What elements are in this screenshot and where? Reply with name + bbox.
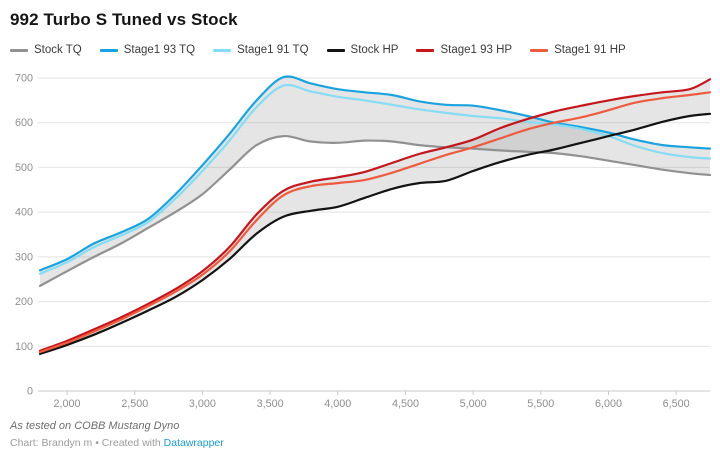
datawrapper-link[interactable]: Datawrapper <box>163 437 224 449</box>
series-line-stage1-93-tq <box>38 75 712 272</box>
x-tick-label: 5,500 <box>527 398 554 410</box>
shaded-band-stock-hp-to-stage1-93-hp <box>40 79 710 354</box>
y-tick-label: 400 <box>15 207 33 219</box>
legend-label: Stock TQ <box>34 44 82 56</box>
series-line-stock-hp <box>38 112 712 355</box>
legend-swatch-icon <box>530 48 549 52</box>
series-line-stage1-93-hp <box>38 78 712 352</box>
legend-item-stock-tq: Stock TQ <box>10 44 82 56</box>
x-tick-label: 2,000 <box>54 398 81 410</box>
legend-label: Stage1 93 HP <box>440 44 513 56</box>
x-tick-label: 6,500 <box>663 398 690 410</box>
x-tick-label: 3,500 <box>257 398 284 410</box>
series-line-stock-tq <box>38 134 712 287</box>
x-tick-label: 6,000 <box>595 398 622 410</box>
legend-item-stage1-91-tq: Stage1 91 TQ <box>213 44 309 56</box>
x-tick-label: 3,000 <box>189 398 216 410</box>
legend-swatch-icon <box>99 48 118 52</box>
legend-label: Stage1 93 TQ <box>123 44 196 56</box>
chart-title: 992 Turbo S Tuned vs Stock <box>10 10 238 29</box>
legend-swatch-icon <box>213 48 232 52</box>
legend-item-stage1-93-tq: Stage1 93 TQ <box>99 44 196 56</box>
legend-item-stage1-91-hp: Stage1 91 HP <box>530 44 626 56</box>
credit-text: Chart: Brandyn m • Created with <box>10 437 164 449</box>
chart-note: As tested on COBB Mustang Dyno <box>10 420 180 432</box>
y-tick-label: 500 <box>15 162 33 174</box>
series-line-stage1-91-tq <box>38 83 712 275</box>
series-line-stage1-91-hp <box>38 91 712 354</box>
legend-item-stock-hp: Stock HP <box>326 44 399 56</box>
legend-swatch-icon <box>326 48 345 52</box>
legend: Stock TQ Stage1 93 TQ Stage1 91 TQ Stock HP… <box>10 44 720 56</box>
chart-footer: As tested on COBB Mustang Dyno Chart: Br… <box>10 420 720 449</box>
dyno-line-chart: 0 100 200 300 400 500 600 700 2,000 2,500 3,000 3,5… <box>15 73 712 410</box>
legend-swatch-icon <box>416 48 435 52</box>
x-tick-label: 4,000 <box>324 398 351 410</box>
y-tick-label: 700 <box>15 73 33 85</box>
shaded-band-stock-tq-to-stage1-93-tq <box>40 76 710 286</box>
y-tick-label: 300 <box>15 251 33 263</box>
x-tick-label: 5,000 <box>460 398 487 410</box>
y-tick-label: 100 <box>15 341 33 353</box>
legend-label: Stage1 91 HP <box>554 44 626 56</box>
x-tick-label: 2,500 <box>121 398 148 410</box>
y-tick-label: 200 <box>15 296 33 308</box>
chart-credit: Chart: Brandyn m • Created with Datawrap… <box>10 437 720 449</box>
legend-item-stage1-93-hp: Stage1 93 HP <box>416 44 512 56</box>
legend-swatch-icon <box>10 48 28 52</box>
x-tick-label: 4,500 <box>392 398 419 410</box>
y-tick-label: 0 <box>27 386 33 398</box>
legend-label: Stage1 91 TQ <box>237 44 309 56</box>
legend-label: Stock HP <box>350 44 399 56</box>
y-tick-label: 600 <box>15 117 33 129</box>
